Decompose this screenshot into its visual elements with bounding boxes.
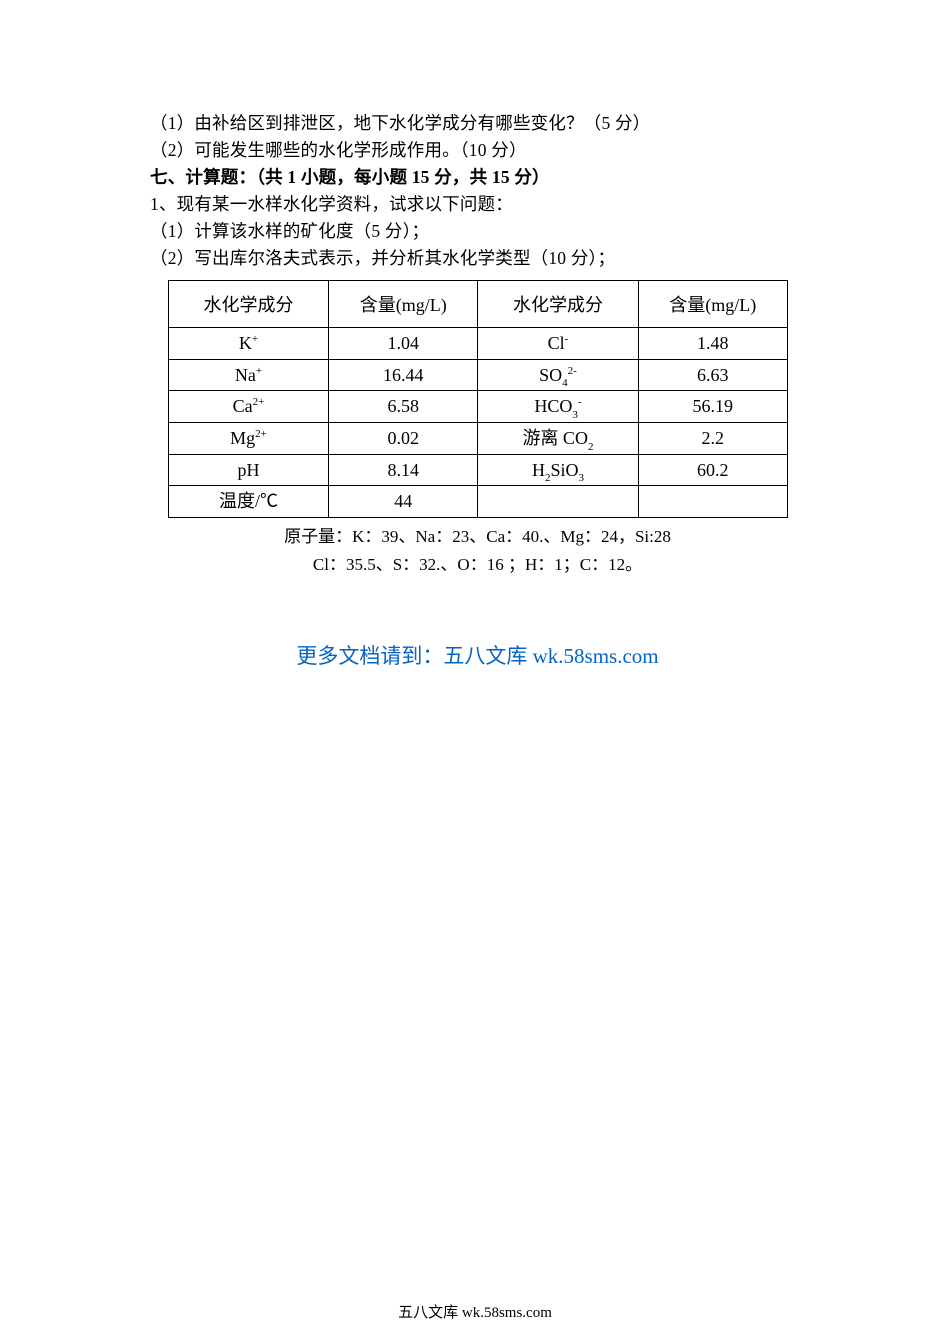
more-docs-link[interactable]: 五八文库 wk.58sms.com: [443, 644, 658, 668]
question-1-1: （1）由补给区到排泄区，地下水化学成分有哪些变化？（5 分）: [150, 110, 805, 137]
question-1-2: （2）可能发生哪些的水化学形成作用。（10 分）: [150, 137, 805, 164]
table-cell: H2SiO3: [477, 454, 638, 486]
table-cell: Na+: [168, 359, 329, 391]
table-cell: 游离 CO2: [477, 423, 638, 455]
table-cell: Ca2+: [168, 391, 329, 423]
table-cell: 温度/℃: [168, 486, 329, 518]
table-row: pH8.14H2SiO360.2: [168, 454, 787, 486]
page-footer: 五八文库 wk.58sms.com: [0, 1301, 950, 1322]
table-cell: 16.44: [329, 359, 478, 391]
table-row: Ca2+6.58HCO3-56.19: [168, 391, 787, 423]
table-cell: 8.14: [329, 454, 478, 486]
table-cell: HCO3-: [477, 391, 638, 423]
table-header-cell: 含量(mg/L): [329, 281, 478, 328]
table-cell: [477, 486, 638, 518]
chem-table: 水化学成分 含量(mg/L) 水化学成分 含量(mg/L) K+1.04Cl-1…: [168, 280, 788, 518]
chem-table-wrap: 水化学成分 含量(mg/L) 水化学成分 含量(mg/L) K+1.04Cl-1…: [168, 280, 788, 518]
table-cell: SO42-: [477, 359, 638, 391]
table-cell: 0.02: [329, 423, 478, 455]
table-cell: pH: [168, 454, 329, 486]
question-3-2: （2）写出库尔洛夫式表示，并分析其水化学类型（10 分）；: [150, 245, 805, 272]
table-header-cell: 水化学成分: [168, 281, 329, 328]
atomic-weights-line2: Cl：35.5、S：32.、O：16 ；H：1；C：12。: [150, 552, 805, 578]
table-cell: 2.2: [638, 423, 787, 455]
question-3-intro: 1、现有某一水样水化学资料，试求以下问题：: [150, 191, 805, 218]
table-cell: 1.48: [638, 328, 787, 360]
table-cell: 6.58: [329, 391, 478, 423]
table-row: Na+16.44SO42-6.63: [168, 359, 787, 391]
table-row: K+1.04Cl-1.48: [168, 328, 787, 360]
atomic-weights-line1: 原子量：K：39、Na：23、Ca：40.、Mg：24，Si:28: [150, 524, 805, 550]
table-header-cell: 含量(mg/L): [638, 281, 787, 328]
table-cell: K+: [168, 328, 329, 360]
table-cell: 6.63: [638, 359, 787, 391]
table-cell: Cl-: [477, 328, 638, 360]
table-cell: 1.04: [329, 328, 478, 360]
section-7-heading: 七、计算题：（共 1 小题，每小题 15 分，共 15 分）: [150, 164, 805, 191]
table-row: Mg2+0.02游离 CO22.2: [168, 423, 787, 455]
more-docs-line: 更多文档请到：五八文库 wk.58sms.com: [150, 640, 805, 670]
table-body: K+1.04Cl-1.48Na+16.44SO42-6.63Ca2+6.58HC…: [168, 328, 787, 518]
table-cell: 44: [329, 486, 478, 518]
page: （1）由补给区到排泄区，地下水化学成分有哪些变化？（5 分） （2）可能发生哪些…: [0, 0, 950, 1344]
table-cell: 56.19: [638, 391, 787, 423]
table-row: 温度/℃44: [168, 486, 787, 518]
more-docs-prefix: 更多文档请到：: [296, 644, 443, 668]
table-cell: [638, 486, 787, 518]
table-header-row: 水化学成分 含量(mg/L) 水化学成分 含量(mg/L): [168, 281, 787, 328]
question-3-1: （1）计算该水样的矿化度（5 分）；: [150, 218, 805, 245]
table-header-cell: 水化学成分: [477, 281, 638, 328]
table-cell: Mg2+: [168, 423, 329, 455]
table-cell: 60.2: [638, 454, 787, 486]
